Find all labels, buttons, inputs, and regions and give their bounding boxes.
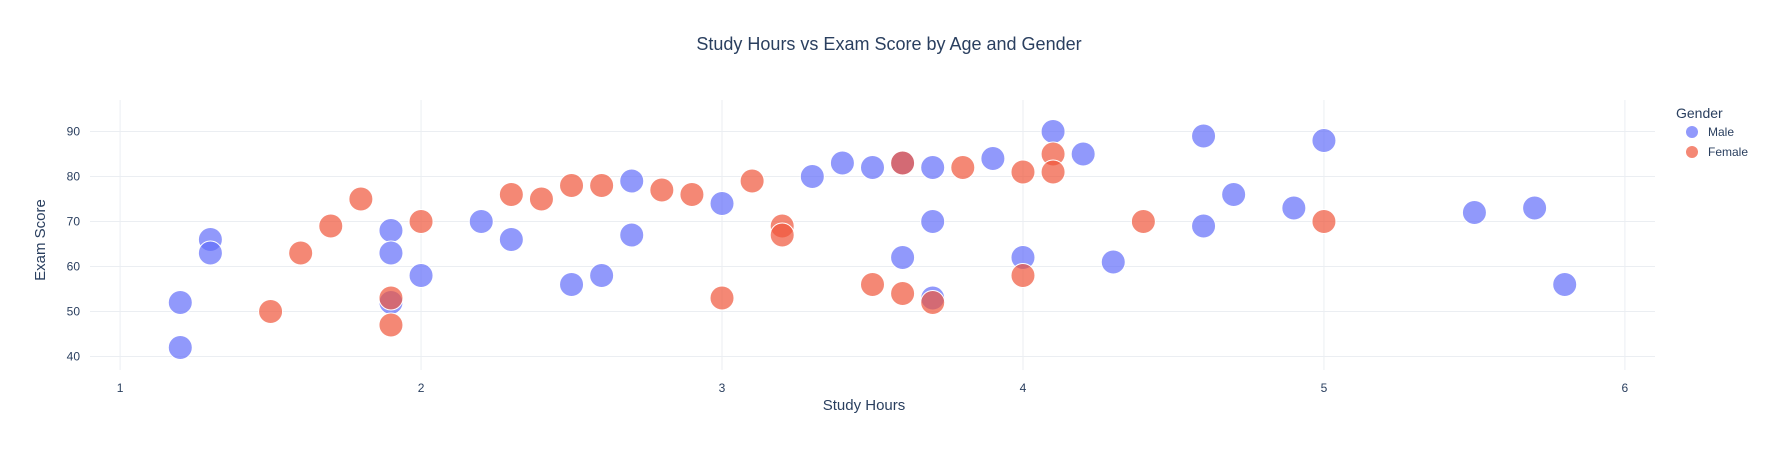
legend-label-female: Female <box>1708 145 1748 159</box>
y-tick-label: 60 <box>67 260 81 274</box>
x-tick-label: 4 <box>1020 381 1027 395</box>
series-male <box>167 119 1578 360</box>
data-point-female <box>258 299 284 324</box>
data-point-female <box>378 285 404 311</box>
x-gridlines <box>119 100 1626 370</box>
data-point-female <box>408 209 434 234</box>
data-point-female <box>920 290 946 315</box>
y-tick-label: 70 <box>67 215 81 229</box>
data-point-male <box>860 155 885 180</box>
data-point-female <box>1130 209 1156 234</box>
data-point-female <box>1311 209 1337 234</box>
data-point-female <box>769 222 795 248</box>
data-point-female <box>1010 263 1036 288</box>
data-point-female <box>860 272 885 297</box>
x-tick-label: 5 <box>1321 381 1328 395</box>
data-point-male <box>1191 123 1217 149</box>
data-point-female <box>348 186 374 212</box>
x-tick-label: 6 <box>1622 381 1629 395</box>
data-point-male <box>1100 249 1126 275</box>
data-point-female <box>528 186 554 212</box>
data-point-male <box>709 191 735 216</box>
data-point-male <box>378 240 404 266</box>
series-female <box>258 141 1337 338</box>
y-tick-label: 50 <box>67 305 81 319</box>
data-point-male <box>498 227 524 252</box>
legend-items: Male Female <box>1686 125 1748 159</box>
data-point-male <box>167 290 193 315</box>
x-tick-label: 1 <box>117 381 124 395</box>
legend-label-male: Male <box>1708 125 1734 139</box>
data-point-female <box>559 173 585 198</box>
data-points <box>167 119 1578 360</box>
legend-marker-male <box>1686 126 1698 138</box>
data-point-female <box>498 182 524 207</box>
data-point-male <box>1311 128 1337 153</box>
data-point-male <box>378 218 404 243</box>
data-point-female <box>318 213 344 239</box>
data-point-female <box>589 173 615 198</box>
legend-marker-female <box>1686 146 1698 158</box>
data-point-male <box>829 150 855 176</box>
data-point-male <box>1221 182 1247 207</box>
data-point-female <box>709 285 735 311</box>
legend-title: Gender <box>1676 105 1723 121</box>
data-point-female <box>679 182 705 207</box>
data-point-male <box>890 245 916 270</box>
y-axis-ticks: 40 50 60 70 80 90 <box>67 125 81 364</box>
data-point-female <box>950 155 976 180</box>
x-axis-ticks: 1 2 3 4 5 6 <box>117 381 1629 395</box>
data-point-male <box>167 335 193 360</box>
data-point-male <box>1281 195 1307 221</box>
y-tick-label: 40 <box>67 350 81 364</box>
data-point-female <box>1040 159 1066 185</box>
data-point-female <box>890 150 916 176</box>
data-point-male <box>1522 195 1548 221</box>
y-tick-label: 90 <box>67 125 81 139</box>
data-point-male <box>589 263 615 288</box>
x-axis-label: Study Hours <box>823 397 906 414</box>
data-point-male <box>799 164 825 189</box>
data-point-male <box>920 155 946 180</box>
data-point-male <box>1070 141 1096 167</box>
data-point-male <box>1191 213 1217 239</box>
x-tick-label: 3 <box>719 381 726 395</box>
data-point-male <box>619 222 645 248</box>
data-point-female <box>890 281 916 306</box>
data-point-female <box>1010 159 1036 185</box>
x-tick-label: 2 <box>418 381 425 395</box>
data-point-male <box>980 146 1006 171</box>
data-point-female <box>649 177 675 203</box>
data-point-male <box>1040 119 1066 144</box>
y-gridlines <box>90 131 1655 357</box>
y-tick-label: 80 <box>67 170 81 184</box>
legend: Gender Male Female <box>1676 105 1748 159</box>
data-point-male <box>559 272 585 297</box>
data-point-male <box>468 209 494 234</box>
y-axis-label: Exam Score <box>32 199 49 281</box>
data-point-male <box>197 240 223 266</box>
data-point-female <box>288 240 314 266</box>
data-point-male <box>408 263 434 288</box>
data-point-male <box>1552 272 1578 297</box>
data-point-male <box>920 209 946 234</box>
data-point-female <box>739 168 765 194</box>
data-point-female <box>378 312 404 338</box>
data-point-male <box>1461 200 1487 225</box>
chart-title: Study Hours vs Exam Score by Age and Gen… <box>696 34 1081 54</box>
data-point-male <box>619 168 645 194</box>
